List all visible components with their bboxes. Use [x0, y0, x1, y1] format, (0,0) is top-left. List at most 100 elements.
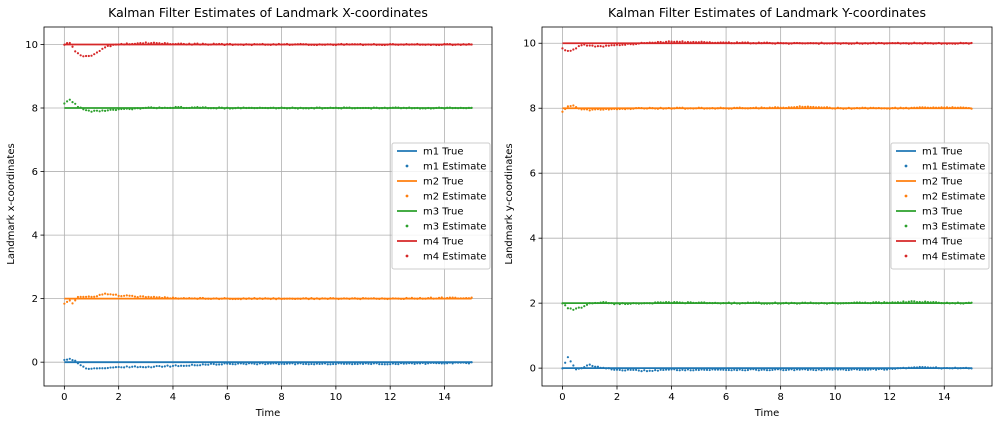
m1-estimate-point [577, 367, 580, 370]
m2-estimate-point [250, 297, 253, 301]
m3-estimate-point [142, 106, 145, 110]
m4-estimate-point [866, 42, 870, 45]
m4-estimate-point [735, 41, 739, 44]
m1-estimate-point [348, 362, 351, 365]
m2-estimate-point [885, 107, 889, 110]
m1-estimate-point [588, 363, 591, 366]
m3-estimate-point [125, 107, 128, 110]
m3-estimate-point [913, 300, 916, 303]
axes-frame [43, 26, 493, 387]
m2-estimate-point [177, 297, 180, 300]
m4-estimate-point [959, 41, 962, 45]
m2-estimate-point [697, 106, 700, 109]
m3-estimate-point [302, 107, 305, 110]
m2-estimate-point [790, 106, 793, 109]
m1-estimate-point [93, 367, 96, 370]
m4-estimate-point [733, 42, 736, 45]
m2-estimate-point [858, 107, 861, 110]
m2-estimate-point [68, 299, 71, 302]
m3-estimate-point [228, 107, 232, 110]
m3-estimate-point [580, 306, 583, 309]
m2-estimate-point [71, 302, 74, 305]
m2-estimate-point [128, 294, 131, 297]
m1-estimate-point [776, 368, 780, 371]
m1-estimate-point [359, 362, 362, 365]
m4-estimate-point [956, 42, 960, 45]
m3-estimate-point [902, 300, 905, 303]
m4-estimate-point [880, 41, 883, 45]
m1-estimate-point [218, 363, 221, 366]
m2-estimate-point [418, 296, 422, 300]
m4-estimate-point [580, 44, 583, 47]
m4-estimate-point [654, 41, 657, 44]
m1-estimate-point [212, 362, 215, 366]
m1-estimate-point [675, 369, 679, 372]
m3-estimate-point [199, 106, 202, 109]
m1-estimate-point [716, 368, 720, 371]
x-tick-label: 4 [170, 392, 176, 403]
m4-estimate-point [177, 42, 180, 45]
m3-estimate-point [446, 106, 449, 109]
m3-estimate-point [109, 108, 112, 111]
m1-estimate-point [703, 368, 706, 371]
m3-estimate-point [256, 106, 259, 110]
m3-estimate-point [155, 107, 158, 110]
m2-estimate-point [120, 295, 123, 298]
m1-estimate-point [951, 367, 954, 370]
m4-estimate-point [158, 42, 161, 45]
m1-estimate-point [621, 369, 624, 372]
legend-label: m2 True [922, 177, 963, 188]
m2-estimate-point [342, 297, 346, 300]
m4-estimate-point [340, 42, 343, 46]
m3-estimate-point [790, 301, 793, 304]
m3-estimate-point [261, 106, 264, 110]
m1-estimate-point [139, 365, 142, 368]
m4-estimate-point [215, 43, 218, 46]
m4-estimate-point [427, 43, 430, 46]
m1-estimate-point [131, 365, 134, 368]
m1-estimate-point [667, 368, 670, 371]
m3-estimate-point [768, 302, 771, 305]
m4-estimate-point [76, 52, 80, 55]
m2-estimate-point [634, 107, 638, 110]
m4-estimate-point [790, 42, 793, 45]
m1-estimate-point [561, 367, 564, 370]
m2-estimate-point [114, 293, 118, 296]
m4-estimate-point [147, 42, 150, 45]
m4-estimate-point [896, 41, 900, 44]
m2-estimate-point [722, 107, 725, 110]
m3-estimate-point [71, 101, 74, 104]
m2-estimate-point [926, 106, 930, 109]
m4-estimate-point [787, 42, 790, 45]
m2-estimate-point [136, 296, 139, 299]
m3-estimate-point [719, 302, 722, 305]
m3-estimate-point [847, 302, 850, 305]
m4-estimate-point [730, 42, 733, 45]
m1-estimate-point [342, 362, 346, 365]
m1-estimate-point [825, 368, 829, 371]
legend-label: m3 Estimate [922, 222, 985, 233]
m3-estimate-point [754, 301, 758, 304]
m3-estimate-point [673, 301, 676, 304]
m4-estimate-point [962, 42, 965, 45]
m1-estimate-point [877, 367, 880, 371]
m2-estimate-point [828, 106, 831, 109]
m4-estimate-point [65, 42, 69, 45]
m1-estimate-point [258, 362, 261, 365]
m1-estimate-point [383, 363, 386, 366]
legend-point-swatch [904, 194, 908, 198]
m3-estimate-point [918, 300, 921, 304]
legend-label: m2 Estimate [922, 192, 985, 203]
m2-estimate-point [302, 297, 305, 300]
m2-estimate-point [133, 295, 137, 298]
m4-estimate-point [337, 43, 340, 46]
m1-estimate-point [98, 367, 101, 370]
m4-estimate-point [71, 45, 74, 48]
m3-estimate-point [296, 107, 299, 110]
m4-estimate-point [615, 43, 619, 46]
m1-estimate-point [604, 367, 608, 370]
m1-estimate-point [106, 366, 109, 370]
m2-estimate-point [659, 106, 662, 109]
y-tick-label: 4 [32, 231, 38, 242]
m3-estimate-point [858, 301, 861, 304]
